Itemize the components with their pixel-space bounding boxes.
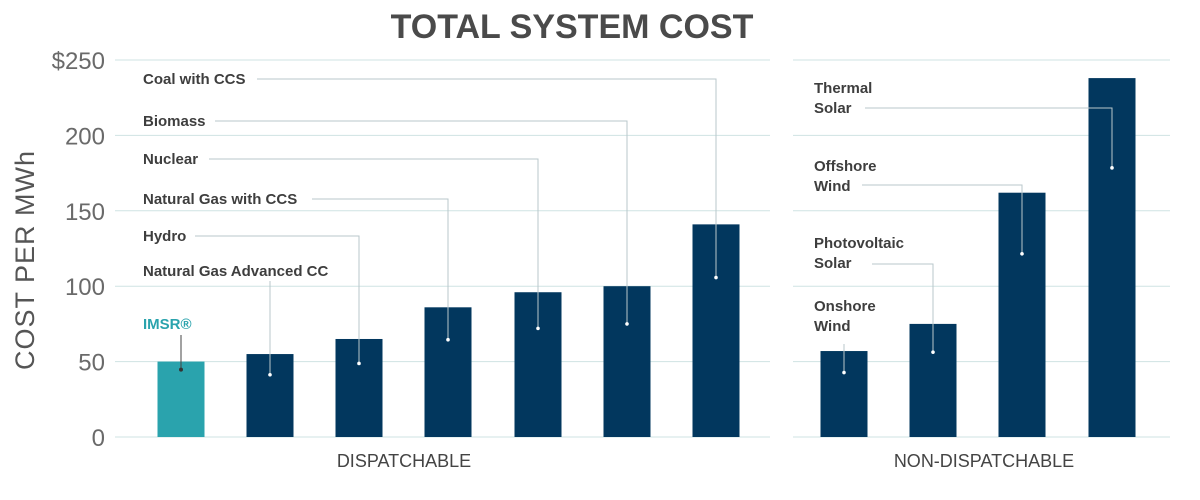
y-tick-label: $250 bbox=[52, 48, 105, 75]
leader-dot bbox=[357, 361, 361, 366]
category-label: Solar bbox=[814, 255, 852, 272]
leader-dot bbox=[1110, 166, 1114, 170]
bars bbox=[157, 78, 1136, 437]
leader-line bbox=[209, 158, 539, 329]
bar-imsr bbox=[157, 361, 205, 437]
leader-dot bbox=[536, 326, 540, 331]
y-tick-label: 200 bbox=[65, 123, 105, 150]
leader-line bbox=[865, 107, 1113, 168]
leader-dot bbox=[714, 275, 718, 280]
category-label: Offshore bbox=[814, 158, 877, 175]
category-label: Nuclear bbox=[143, 151, 198, 168]
y-tick-label: 100 bbox=[65, 274, 105, 301]
y-tick-label: 150 bbox=[65, 199, 105, 226]
category-label: IMSR® bbox=[143, 316, 192, 333]
leader-dot bbox=[625, 322, 629, 326]
category-label: Thermal bbox=[814, 80, 872, 97]
leader-dot bbox=[931, 350, 935, 354]
category-label: Biomass bbox=[143, 113, 206, 130]
category-label: Natural Gas Advanced CC bbox=[143, 263, 328, 280]
category-label: Natural Gas with CCS bbox=[143, 191, 297, 208]
category-label: Photovoltaic bbox=[814, 235, 904, 252]
group-label-non-dispatchable: NON-DISPATCHABLE bbox=[894, 451, 1074, 471]
category-label: Solar bbox=[814, 100, 852, 117]
leader-line bbox=[215, 120, 628, 324]
category-label: Wind bbox=[814, 178, 851, 195]
y-tick-label: 50 bbox=[78, 350, 105, 377]
leader-line bbox=[862, 184, 1023, 254]
y-tick-label: 0 bbox=[92, 425, 105, 452]
leader-dot bbox=[268, 372, 272, 377]
category-label: Onshore bbox=[814, 298, 876, 315]
leader-dot bbox=[446, 337, 450, 342]
leader-dot bbox=[1020, 251, 1024, 256]
leader-dot bbox=[842, 370, 846, 375]
leader-line bbox=[312, 198, 449, 340]
group-label-dispatchable: DISPATCHABLE bbox=[337, 451, 471, 471]
category-labels: IMSR® Natural Gas Advanced CC Hydro Natural… bbox=[143, 71, 904, 335]
y-axis-ticks: 0 50 100 150 200 $250 bbox=[52, 48, 105, 452]
category-label: Wind bbox=[814, 318, 851, 335]
leader-line bbox=[195, 235, 360, 364]
leader-line bbox=[257, 78, 717, 278]
leader-lines bbox=[179, 78, 1114, 377]
leader-line bbox=[872, 263, 934, 353]
chart-title: TOTAL SYSTEM COST bbox=[391, 8, 754, 46]
category-label: Hydro bbox=[143, 228, 186, 245]
leader-dot bbox=[179, 367, 183, 372]
y-axis-label: COST PER MWh bbox=[10, 150, 40, 370]
category-label: Coal with CCS bbox=[143, 71, 246, 88]
